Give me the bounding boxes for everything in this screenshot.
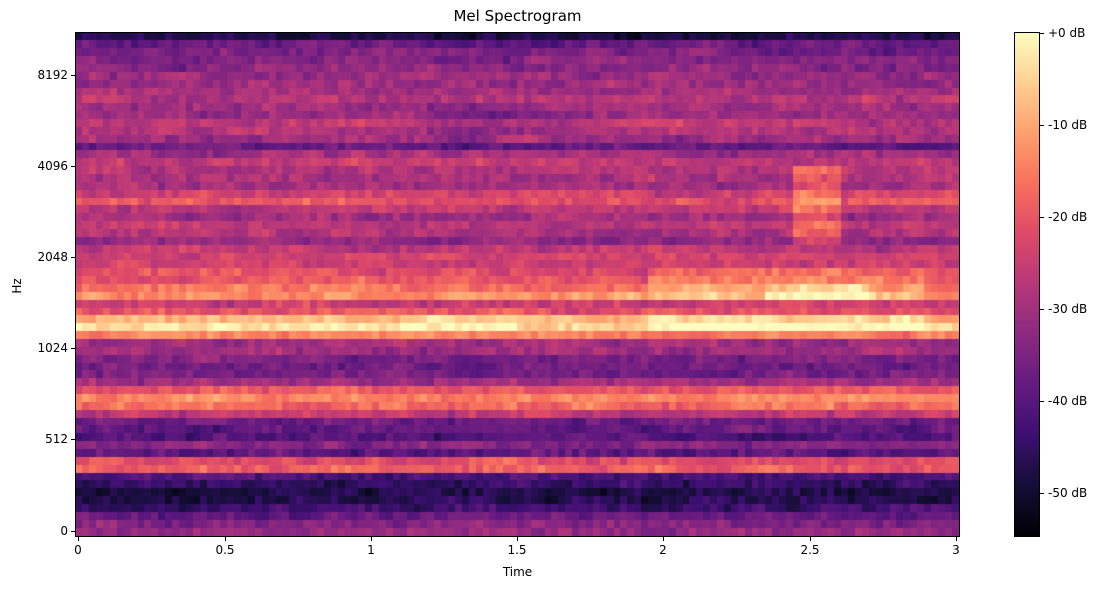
y-tick-mark xyxy=(71,75,75,76)
colorbar xyxy=(1014,32,1040,537)
x-tick-label-1: 1 xyxy=(367,543,375,557)
x-tick-label-0.5: 0.5 xyxy=(215,543,235,557)
x-tick-mark xyxy=(810,537,811,541)
colorbar-tick-minus40db: -40 dB xyxy=(1048,394,1088,408)
colorbar-tick-0db: +0 dB xyxy=(1048,26,1086,40)
y-tick-label-1024: 1024 xyxy=(37,341,68,355)
colorbar-tick-mark xyxy=(1040,401,1044,402)
colorbar-tick-mark xyxy=(1040,217,1044,218)
y-tick-mark xyxy=(71,348,75,349)
y-tick-mark xyxy=(71,531,75,532)
y-tick-label-4096: 4096 xyxy=(37,159,68,173)
y-tick-label-8192: 8192 xyxy=(37,68,68,82)
x-tick-mark xyxy=(956,537,957,541)
x-tick-mark xyxy=(225,537,226,541)
colorbar-tick-mark xyxy=(1040,493,1044,494)
x-tick-mark xyxy=(663,537,664,541)
spectrogram-plot-area xyxy=(75,32,960,537)
y-axis-label: Hz xyxy=(10,278,24,294)
colorbar-tick-mark xyxy=(1040,33,1044,34)
x-tick-mark xyxy=(371,537,372,541)
y-tick-mark xyxy=(71,439,75,440)
y-tick-mark xyxy=(71,166,75,167)
colorbar-tick-mark xyxy=(1040,309,1044,310)
x-tick-label-2.5: 2.5 xyxy=(800,543,820,557)
x-tick-mark xyxy=(78,537,79,541)
colorbar-tick-minus10db: -10 dB xyxy=(1048,118,1088,132)
y-tick-label-512: 512 xyxy=(45,432,68,446)
x-axis-label: Time xyxy=(502,565,533,579)
colorbar-tick-mark xyxy=(1040,125,1044,126)
x-tick-mark xyxy=(517,537,518,541)
chart-title: Mel Spectrogram xyxy=(453,7,582,25)
y-tick-label-2048: 2048 xyxy=(37,250,68,264)
y-tick-label-0: 0 xyxy=(60,524,68,538)
colorbar-tick-minus20db: -20 dB xyxy=(1048,210,1088,224)
y-tick-mark xyxy=(71,257,75,258)
x-tick-label-1.5: 1.5 xyxy=(507,543,527,557)
x-tick-label-0: 0 xyxy=(74,543,82,557)
colorbar-tick-minus30db: -30 dB xyxy=(1048,302,1088,316)
spectrogram-heatmap xyxy=(76,33,959,536)
x-tick-label-3: 3 xyxy=(952,543,960,557)
colorbar-tick-minus50db: -50 dB xyxy=(1048,486,1088,500)
x-tick-label-2: 2 xyxy=(659,543,667,557)
